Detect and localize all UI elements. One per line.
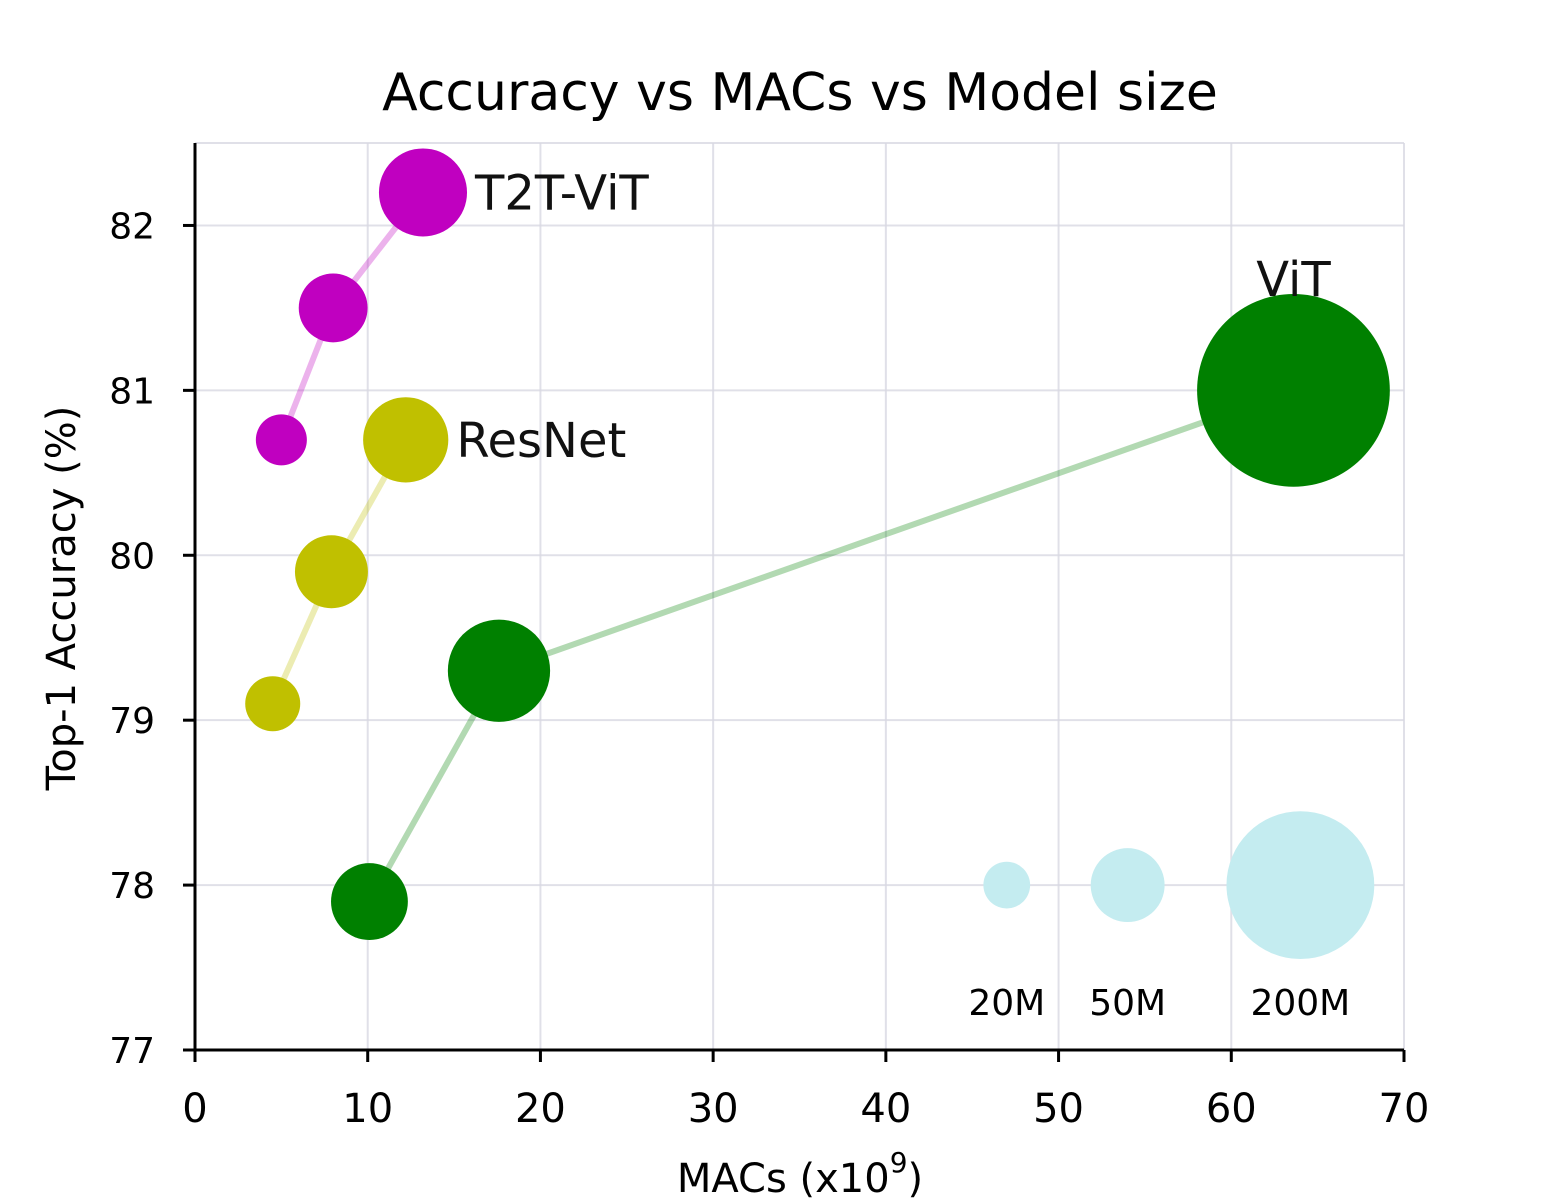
x-tick-label: 0 [182, 1086, 207, 1132]
size-legend-bubble [983, 861, 1031, 909]
bubble-t2t-vit [378, 148, 468, 237]
chart-title: Accuracy vs MACs vs Model size [382, 63, 1218, 123]
y-tick-label: 78 [109, 866, 155, 907]
y-tick-label: 80 [109, 536, 155, 577]
x-tick-label: 20 [515, 1086, 566, 1132]
bubble-vit [331, 863, 408, 941]
y-tick-label: 82 [109, 206, 155, 247]
bubble-vit [447, 619, 551, 722]
bubble-resnet [363, 397, 449, 483]
y-axis-label: Top-1 Accuracy (%) [39, 406, 85, 792]
size-legend-label: 20M [968, 983, 1045, 1024]
bubble-resnet [245, 676, 301, 732]
y-tick-label: 77 [109, 1031, 155, 1072]
size-legend: 20M 50M 200M [968, 811, 1375, 1024]
x-axis-label: MACs (x109) [677, 1146, 923, 1200]
x-tick-label: 60 [1206, 1086, 1257, 1132]
axes: 0 10 20 30 40 50 60 70 77 78 79 80 81 82 [109, 143, 1429, 1132]
series-label-vit: ViT [1256, 252, 1331, 308]
y-tick-label: 79 [109, 701, 155, 742]
x-tick-label: 40 [860, 1086, 911, 1132]
x-tick-label: 10 [342, 1086, 393, 1132]
data-bubbles [245, 148, 1390, 941]
y-tick-label: 81 [109, 371, 155, 412]
bubble-t2t-vit [298, 273, 368, 343]
size-legend-label: 200M [1250, 983, 1350, 1024]
series-label-t2t-vit: T2T-ViT [474, 165, 649, 221]
bubble-t2t-vit [255, 414, 307, 466]
size-legend-label: 50M [1089, 983, 1166, 1024]
x-tick-label: 70 [1379, 1086, 1430, 1132]
bubble-vit [1197, 293, 1390, 487]
series-label-resnet: ResNet [456, 413, 626, 469]
connector-lines [269, 190, 1295, 904]
size-legend-bubble [1090, 848, 1165, 923]
x-tick-label: 50 [1033, 1086, 1084, 1132]
bubble-resnet [294, 535, 368, 609]
series-labels: T2T-ViT ResNet ViT [456, 165, 1331, 468]
x-tick-label: 30 [688, 1086, 739, 1132]
size-legend-bubble [1226, 811, 1375, 959]
